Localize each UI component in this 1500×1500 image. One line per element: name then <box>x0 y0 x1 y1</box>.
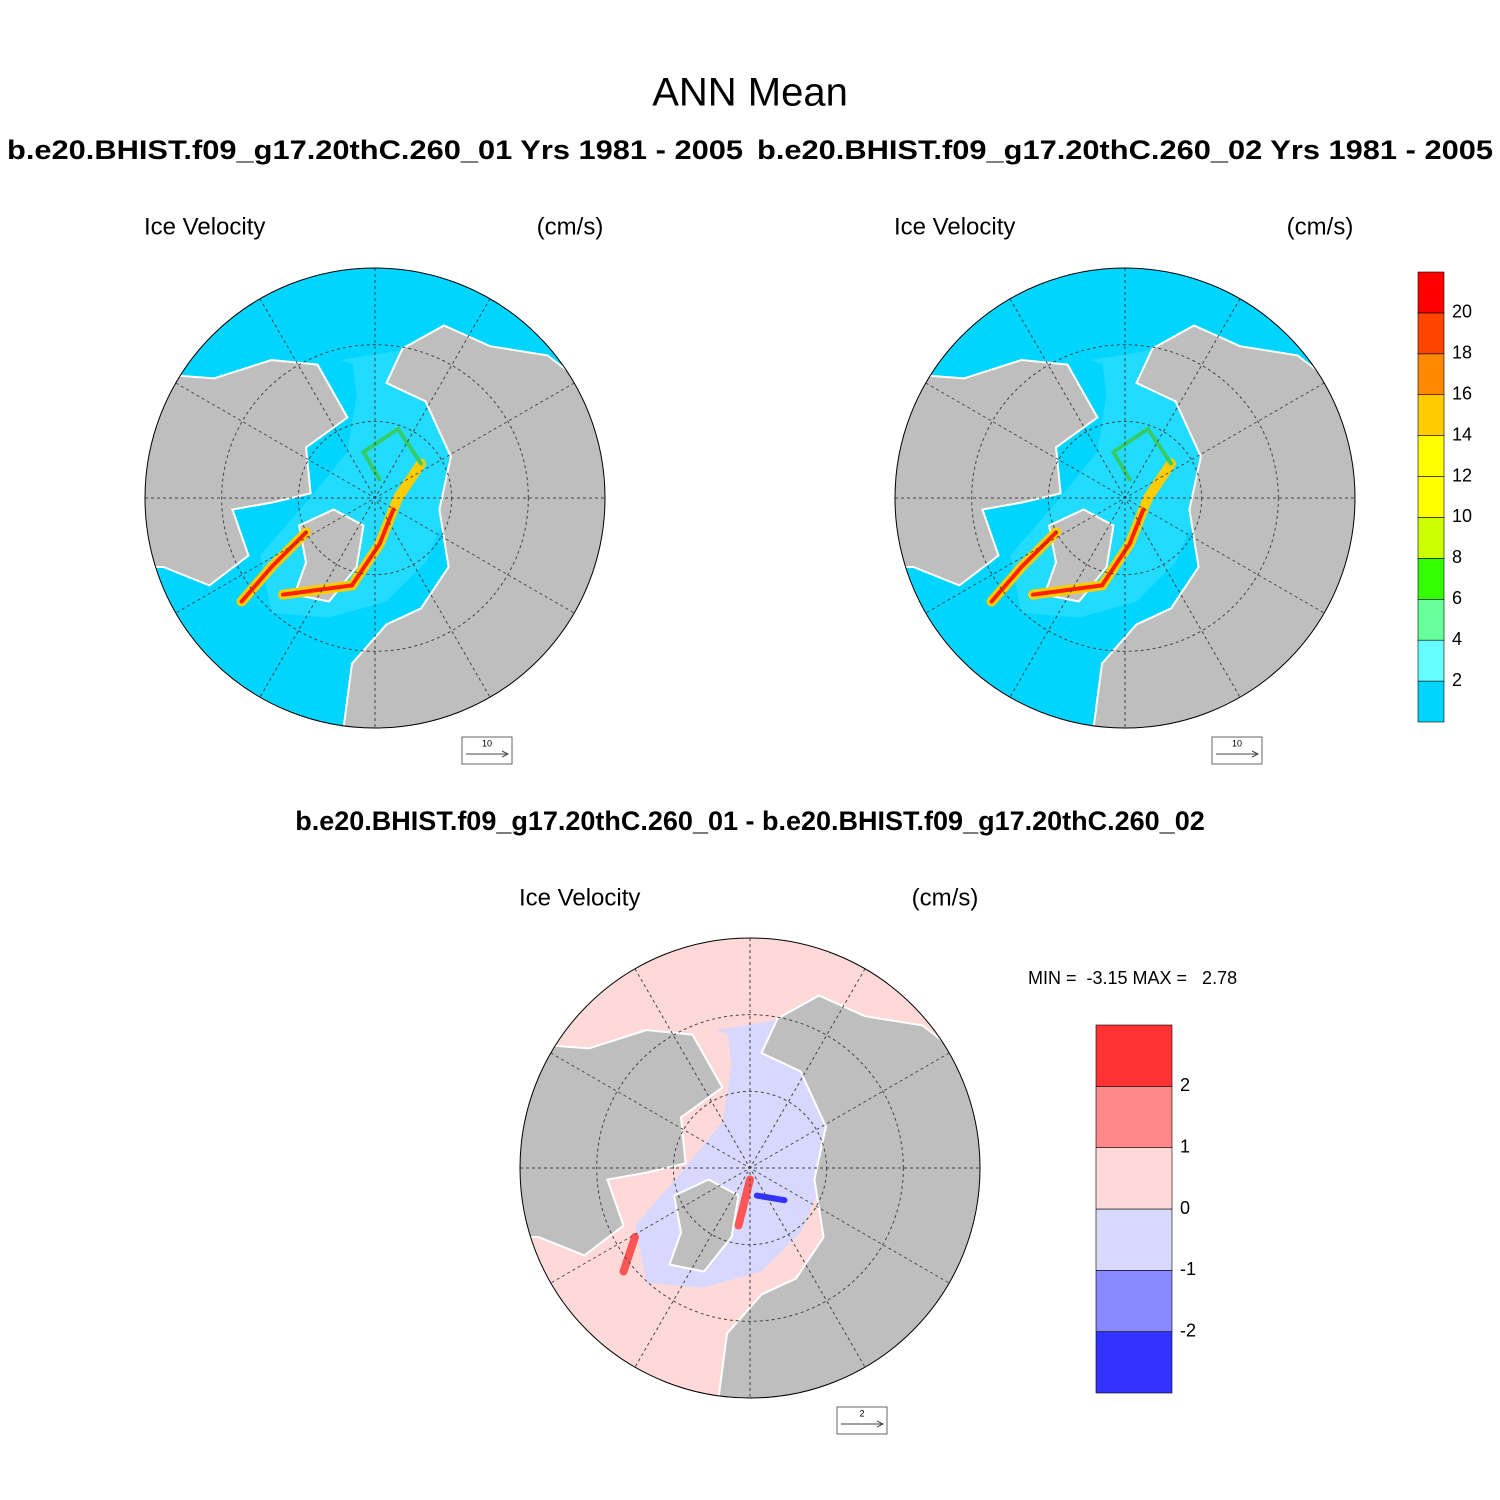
latitude-line <box>596 1014 904 1322</box>
unit-label: (cm/s) <box>1287 213 1354 240</box>
colorbar-label: 0 <box>1180 1198 1190 1218</box>
land <box>668 1178 740 1273</box>
map-border <box>894 267 1356 729</box>
reference-vector-label: 2 <box>859 1408 864 1418</box>
colorbar-label: 8 <box>1452 547 1462 567</box>
colorbar-label: 12 <box>1452 465 1472 485</box>
reference-vector-label: 10 <box>1232 738 1242 748</box>
colorbar-box <box>1095 1024 1173 1087</box>
unit-label: (cm/s) <box>537 213 604 240</box>
velocity-streak <box>1031 507 1146 597</box>
longitude-line <box>925 382 1325 614</box>
colorbar-box <box>1417 394 1445 436</box>
colorbar-box <box>1417 353 1445 396</box>
reference-vector-box <box>461 736 513 765</box>
colorbar-label: 1 <box>1180 1136 1190 1156</box>
latitude-line <box>221 344 529 652</box>
map-border <box>519 937 981 1399</box>
reference-arrowhead <box>501 750 510 758</box>
case-title: b.e20.BHIST.f09_g17.20thC.260_01 - b.e20… <box>295 806 1204 836</box>
colorbar-box <box>1095 1331 1173 1394</box>
velocity-streak <box>619 1233 639 1276</box>
map-border <box>144 267 606 729</box>
figure-title: ANN Mean <box>652 71 848 115</box>
colorbar-label: 10 <box>1452 506 1472 526</box>
colorbar-label: 2 <box>1180 1075 1190 1095</box>
colorbar-label: -2 <box>1180 1320 1196 1340</box>
colorbar-box <box>1417 639 1445 682</box>
field-label: Ice Velocity <box>894 213 1015 240</box>
velocity-streak <box>753 1192 788 1204</box>
reference-vector-label: 10 <box>482 738 492 748</box>
colorbar-box <box>1417 517 1445 559</box>
colorbar-box <box>1417 312 1445 355</box>
velocity-streak <box>360 426 423 482</box>
reference-arrowhead <box>876 1420 885 1428</box>
colorbar-label: 18 <box>1452 343 1472 363</box>
velocity-streak <box>1110 426 1173 482</box>
field-label: Ice Velocity <box>144 213 265 240</box>
colorbar-box <box>1417 476 1445 518</box>
velocity-streak <box>989 530 1058 604</box>
colorbar-label: 14 <box>1452 424 1472 444</box>
colorbar-box <box>1417 558 1445 600</box>
colorbar-box <box>1417 598 1445 641</box>
map <box>520 938 980 1398</box>
colorbar-box <box>1095 1208 1173 1271</box>
map <box>895 268 1355 728</box>
velocity-streak <box>734 1175 754 1230</box>
colorbar-label: 16 <box>1452 383 1472 403</box>
case-title: b.e20.BHIST.f09_g17.20thC.260_01 Yrs 198… <box>7 135 743 165</box>
colorbar-box <box>1417 435 1445 477</box>
colorbar-label: 4 <box>1452 629 1462 649</box>
colorbar-label: 2 <box>1452 670 1462 690</box>
colorbar-box <box>1417 271 1445 314</box>
colorbar-box <box>1417 680 1445 723</box>
reference-vector-box <box>836 1406 888 1435</box>
colorbar-label: 20 <box>1452 302 1472 322</box>
field-label: Ice Velocity <box>519 884 640 911</box>
longitude-line <box>550 1052 950 1284</box>
case-title: b.e20.BHIST.f09_g17.20thC.260_02 Yrs 198… <box>757 135 1493 165</box>
unit-label: (cm/s) <box>912 884 979 911</box>
colorbar-box <box>1095 1270 1173 1332</box>
reference-vector-box <box>1211 736 1263 765</box>
reference-arrowhead <box>1251 750 1260 758</box>
map <box>145 268 605 728</box>
colorbar-box <box>1095 1147 1173 1210</box>
latitude-line <box>971 344 1279 652</box>
colorbar-box <box>1095 1086 1173 1148</box>
colorbar-label: -1 <box>1180 1259 1196 1279</box>
stats-label: MIN = -3.15 MAX = 2.78 <box>1028 968 1237 988</box>
velocity-streak <box>239 530 308 604</box>
velocity-streak <box>281 507 396 597</box>
longitude-line <box>175 382 575 614</box>
colorbar-label: 6 <box>1452 588 1462 608</box>
